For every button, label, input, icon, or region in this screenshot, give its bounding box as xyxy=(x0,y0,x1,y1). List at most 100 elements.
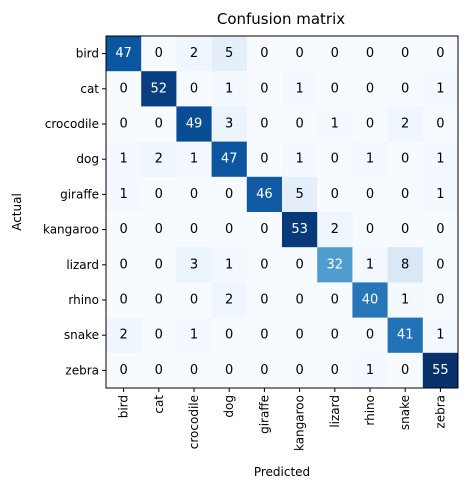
y-tick-label: kangaroo xyxy=(43,223,99,237)
cell-value: 3 xyxy=(225,117,233,132)
x-tick-label: cat xyxy=(152,395,166,414)
cell-value: 0 xyxy=(225,328,233,343)
cell-value: 1 xyxy=(436,187,444,202)
x-tick-label: zebra xyxy=(433,395,447,429)
cell-value: 0 xyxy=(260,293,268,308)
cell-value: 47 xyxy=(221,152,238,167)
cell-value: 1 xyxy=(119,152,127,167)
cell-value: 0 xyxy=(155,117,163,132)
cell-value: 0 xyxy=(119,117,127,132)
cell-value: 0 xyxy=(331,152,339,167)
cell-value: 0 xyxy=(119,222,127,237)
cell-value: 0 xyxy=(119,293,127,308)
cell-value: 0 xyxy=(155,46,163,61)
cell-value: 1 xyxy=(295,152,303,167)
cell-value: 1 xyxy=(366,152,374,167)
cell-value: 0 xyxy=(366,81,374,96)
cell-value: 0 xyxy=(119,363,127,378)
cell-value: 2 xyxy=(331,222,339,237)
cell-value: 0 xyxy=(401,222,409,237)
cell-value: 0 xyxy=(331,328,339,343)
cell-value: 1 xyxy=(436,81,444,96)
chart-title: Confusion matrix xyxy=(217,10,345,28)
cell-value: 0 xyxy=(119,257,127,272)
cell-value: 0 xyxy=(295,293,303,308)
cell-value: 5 xyxy=(295,187,303,202)
cell-value: 1 xyxy=(436,328,444,343)
x-axis-ticks: bird cat crocodile dog giraffe kangaroo lizard… xyxy=(117,388,448,451)
x-tick-label: lizard xyxy=(328,395,342,428)
cell-value: 1 xyxy=(401,293,409,308)
cell-value: 0 xyxy=(366,117,374,132)
cell-value: 47 xyxy=(115,46,132,61)
y-tick-label: dog xyxy=(76,152,99,166)
cell-value: 0 xyxy=(260,328,268,343)
cell-value: 0 xyxy=(190,187,198,202)
cell-value: 0 xyxy=(401,152,409,167)
cell-value: 0 xyxy=(401,46,409,61)
cell-value: 0 xyxy=(119,81,127,96)
cell-value: 2 xyxy=(155,152,163,167)
cell-value: 0 xyxy=(366,46,374,61)
cell-value: 0 xyxy=(436,293,444,308)
cell-value: 5 xyxy=(225,46,233,61)
cell-value: 2 xyxy=(119,328,127,343)
cell-value: 55 xyxy=(432,363,449,378)
cell-value: 1 xyxy=(295,81,303,96)
cell-value: 1 xyxy=(366,363,374,378)
cell-value: 0 xyxy=(190,293,198,308)
cell-value: 1 xyxy=(366,257,374,272)
cell-value: 2 xyxy=(190,46,198,61)
y-tick-label: bird xyxy=(76,47,99,61)
cell-value: 41 xyxy=(397,328,414,343)
cell-value: 1 xyxy=(225,81,233,96)
cell-value: 0 xyxy=(436,257,444,272)
cell-value: 1 xyxy=(119,187,127,202)
cell-value: 0 xyxy=(260,81,268,96)
cell-value: 0 xyxy=(366,222,374,237)
cell-value: 3 xyxy=(190,257,198,272)
cell-value: 0 xyxy=(331,81,339,96)
cell-value: 0 xyxy=(260,257,268,272)
cell-value: 0 xyxy=(401,187,409,202)
cell-value: 1 xyxy=(331,117,339,132)
cell-value: 0 xyxy=(331,293,339,308)
cell-value: 0 xyxy=(295,46,303,61)
cell-value: 0 xyxy=(225,187,233,202)
cell-value: 53 xyxy=(291,222,308,237)
x-tick-label: bird xyxy=(117,395,131,418)
y-tick-label: giraffe xyxy=(60,187,99,201)
cell-value: 40 xyxy=(362,293,379,308)
cell-value: 0 xyxy=(155,257,163,272)
cell-value: 0 xyxy=(295,328,303,343)
x-tick-label: snake xyxy=(398,395,412,430)
cell-value: 0 xyxy=(436,117,444,132)
cell-value: 32 xyxy=(327,257,344,272)
cell-value: 0 xyxy=(155,222,163,237)
x-tick-label: rhino xyxy=(363,395,377,426)
cell-value: 0 xyxy=(190,81,198,96)
y-tick-label: crocodile xyxy=(45,117,99,131)
cell-value: 0 xyxy=(260,46,268,61)
cell-value: 0 xyxy=(436,222,444,237)
cell-value: 2 xyxy=(225,293,233,308)
cell-value: 52 xyxy=(151,81,168,96)
cell-value: 0 xyxy=(366,187,374,202)
y-tick-label: zebra xyxy=(65,363,99,377)
cell-value: 0 xyxy=(331,363,339,378)
cell-value: 0 xyxy=(401,81,409,96)
x-tick-label: giraffe xyxy=(257,395,271,434)
cell-value: 0 xyxy=(155,363,163,378)
cell-value: 8 xyxy=(401,257,409,272)
y-tick-label: rhino xyxy=(68,293,99,307)
cell-value: 1 xyxy=(436,152,444,167)
x-tick-label: dog xyxy=(222,395,236,418)
cell-value: 0 xyxy=(190,363,198,378)
cell-value: 0 xyxy=(190,222,198,237)
y-tick-label: snake xyxy=(64,328,99,342)
cell-value: 0 xyxy=(436,46,444,61)
y-tick-label: cat xyxy=(80,82,99,96)
cell-value: 2 xyxy=(401,117,409,132)
